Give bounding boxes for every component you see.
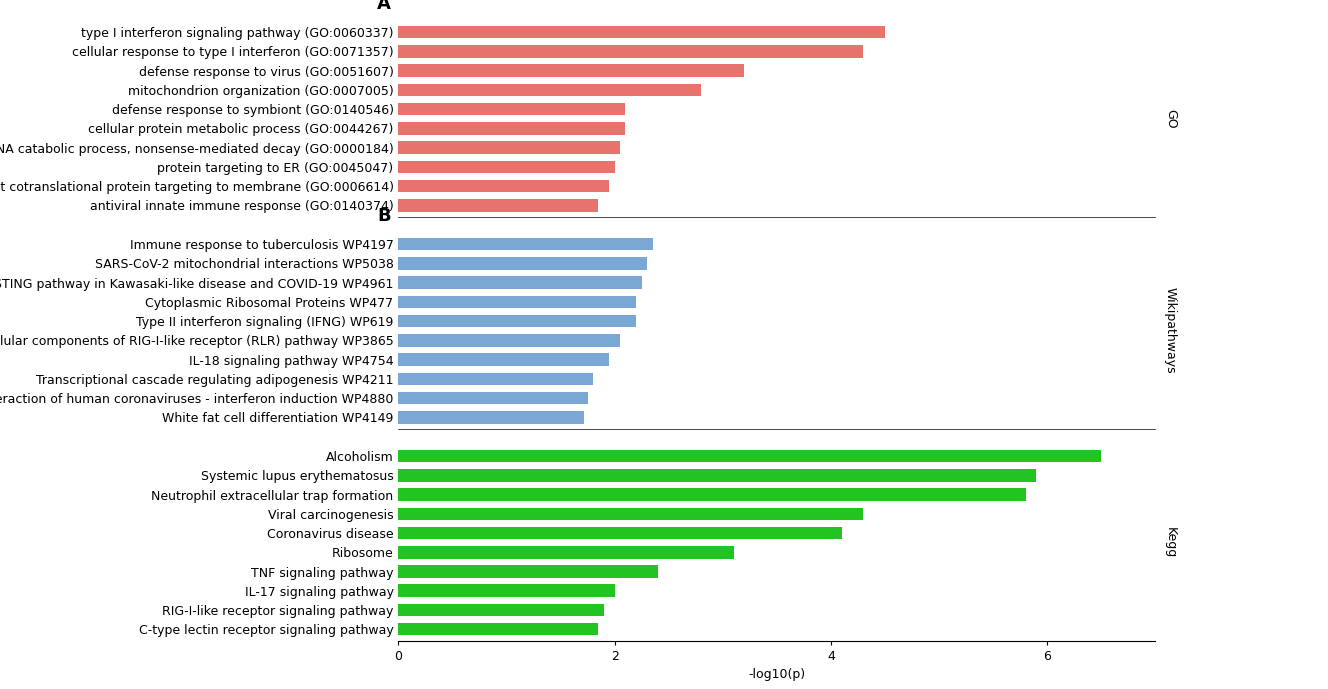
Bar bbox=[398, 469, 1036, 482]
Bar bbox=[398, 122, 625, 134]
Bar bbox=[398, 199, 599, 212]
Bar bbox=[398, 508, 863, 520]
Bar bbox=[398, 565, 657, 578]
Bar bbox=[398, 141, 620, 154]
Bar bbox=[398, 180, 610, 192]
Bar bbox=[398, 315, 636, 327]
Bar bbox=[398, 65, 745, 77]
Bar bbox=[398, 161, 615, 173]
Text: A: A bbox=[377, 0, 390, 13]
Bar bbox=[398, 296, 636, 308]
Bar bbox=[398, 527, 842, 539]
Bar bbox=[398, 450, 1101, 462]
Text: Kegg: Kegg bbox=[1165, 527, 1177, 558]
Bar bbox=[398, 26, 884, 39]
X-axis label: -log10(p): -log10(p) bbox=[748, 668, 806, 681]
Bar bbox=[398, 623, 599, 635]
Bar bbox=[398, 546, 733, 559]
Bar bbox=[398, 103, 625, 116]
Bar bbox=[398, 334, 620, 347]
Bar bbox=[398, 489, 1025, 501]
Bar bbox=[398, 584, 615, 597]
Bar bbox=[398, 392, 587, 404]
Bar bbox=[398, 45, 863, 58]
Bar bbox=[398, 604, 604, 616]
Bar bbox=[398, 238, 652, 250]
Text: Wikipathways: Wikipathways bbox=[1165, 287, 1177, 374]
Bar bbox=[398, 353, 610, 366]
Text: B: B bbox=[377, 207, 390, 225]
Bar bbox=[398, 83, 701, 96]
Bar bbox=[398, 276, 641, 289]
Bar bbox=[398, 411, 584, 424]
Bar bbox=[398, 257, 647, 269]
Bar bbox=[398, 373, 594, 385]
Text: GO: GO bbox=[1165, 109, 1177, 129]
